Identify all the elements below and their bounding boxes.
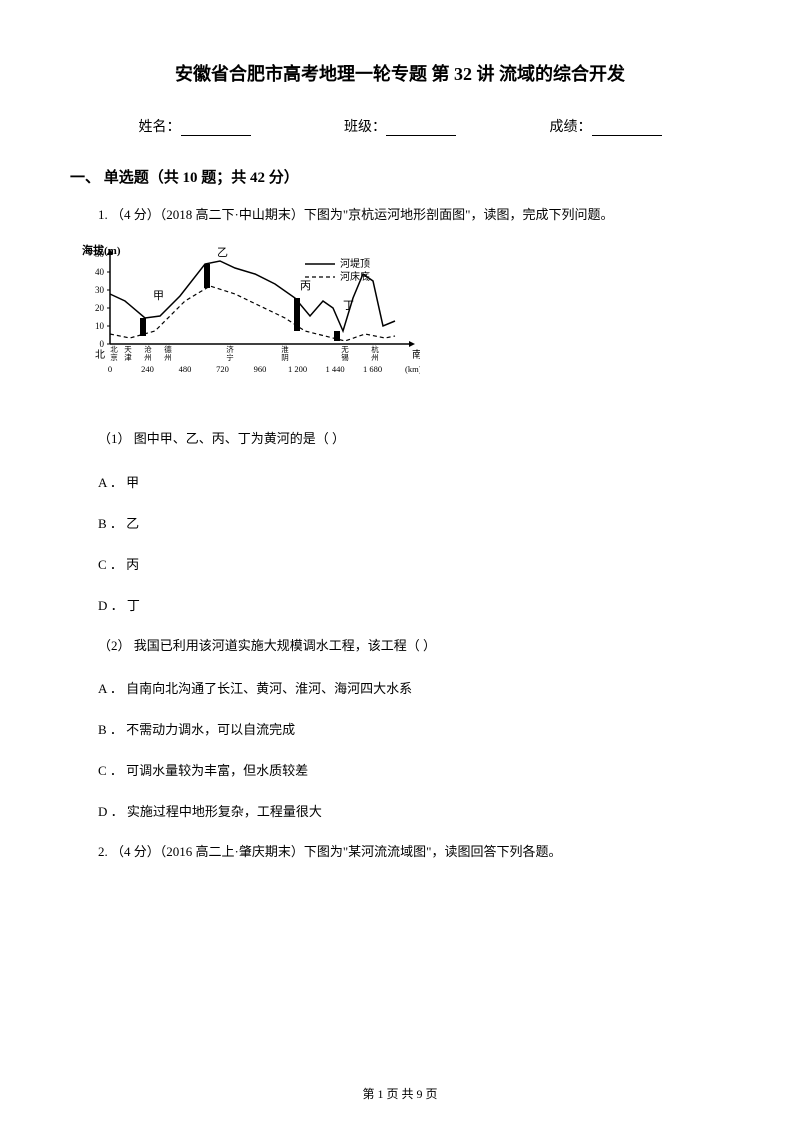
q1-optB: B ． 乙 — [98, 513, 730, 532]
svg-text:河堤顶: 河堤顶 — [340, 258, 370, 270]
name-underline — [181, 122, 251, 136]
svg-text:北: 北 — [95, 349, 105, 361]
svg-text:40: 40 — [95, 267, 105, 277]
svg-text:0: 0 — [100, 339, 105, 349]
svg-text:50: 50 — [95, 249, 105, 259]
svg-text:960: 960 — [254, 364, 267, 374]
q1-opt2A: A ． 自南向北沟通了长江、黄河、淮河、海河四大水系 — [98, 678, 730, 697]
svg-text:州: 州 — [144, 353, 152, 362]
q1-opt2C: C ． 可调水量较为丰富，但水质较差 — [98, 760, 730, 779]
svg-text:720: 720 — [216, 364, 229, 374]
svg-text:南: 南 — [412, 348, 420, 361]
profile-chart: 海拔(m)5040302010002404807209601 2001 4401… — [80, 244, 730, 409]
info-row: 姓名： 班级： 成绩： — [70, 116, 730, 136]
name-label: 姓名： — [139, 116, 181, 136]
svg-text:丁: 丁 — [343, 300, 354, 312]
svg-text:京: 京 — [110, 352, 118, 362]
svg-text:津: 津 — [124, 353, 132, 362]
svg-text:(km): (km) — [405, 364, 420, 374]
q1-optA: A ． 甲 — [98, 472, 730, 491]
svg-text:0: 0 — [108, 364, 112, 374]
score-underline — [592, 122, 662, 136]
q1-optD: D ． 丁 — [98, 595, 730, 614]
svg-text:30: 30 — [95, 285, 105, 295]
svg-text:乙: 乙 — [217, 246, 228, 259]
svg-text:河床底: 河床底 — [340, 270, 370, 283]
svg-text:1 440: 1 440 — [325, 364, 344, 374]
page-footer: 第 1 页 共 9 页 — [0, 1085, 800, 1102]
svg-text:20: 20 — [95, 303, 105, 313]
page-title: 安徽省合肥市高考地理一轮专题 第 32 讲 流域的综合开发 — [70, 60, 730, 86]
q1-sub1: （1） 图中甲、乙、丙、丁为黄河的是（ ） — [98, 429, 730, 450]
q1-opt2D: D ． 实施过程中地形复杂，工程量很大 — [98, 801, 730, 820]
svg-text:甲: 甲 — [153, 290, 164, 302]
svg-text:锡: 锡 — [341, 353, 349, 362]
svg-text:丙: 丙 — [300, 280, 311, 292]
q1-optC: C ． 丙 — [98, 554, 730, 573]
class-label: 班级： — [344, 116, 386, 136]
svg-text:阴: 阴 — [281, 353, 289, 362]
q2-stem: 2. （4 分）（2016 高二上·肇庆期末）下图为"某河流流域图"，读图回答下… — [98, 842, 730, 863]
class-underline — [386, 122, 456, 136]
svg-text:240: 240 — [141, 364, 154, 374]
svg-text:宁: 宁 — [226, 352, 234, 362]
section-header: 一、 单选题（共 10 题；共 42 分） — [70, 166, 730, 187]
svg-text:州: 州 — [371, 353, 379, 362]
svg-text:州: 州 — [164, 353, 172, 362]
svg-text:480: 480 — [179, 364, 192, 374]
score-label: 成绩： — [550, 116, 592, 136]
q1-sub2: （2） 我国已利用该河道实施大规模调水工程，该工程（ ） — [98, 636, 730, 657]
svg-text:1 680: 1 680 — [363, 364, 382, 374]
svg-text:10: 10 — [95, 321, 105, 331]
q1-stem: 1. （4 分）（2018 高二下·中山期末）下图为"京杭运河地形剖面图"，读图… — [98, 205, 730, 226]
svg-text:1 200: 1 200 — [288, 364, 307, 374]
q1-opt2B: B ． 不需动力调水，可以自流完成 — [98, 719, 730, 738]
